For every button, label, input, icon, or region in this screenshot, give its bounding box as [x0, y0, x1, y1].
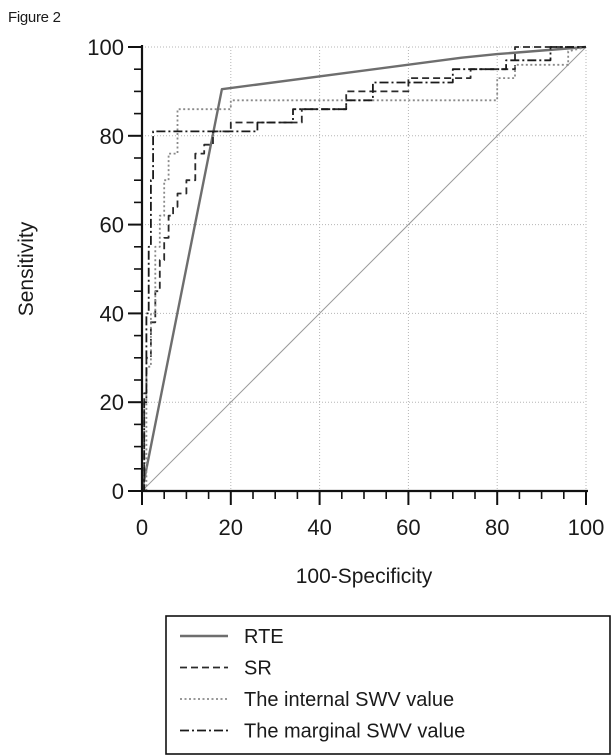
series-line-2 [142, 46, 587, 492]
series-line-3 [142, 46, 586, 492]
series-line-1 [142, 46, 586, 492]
x-tick-label: 80 [485, 515, 509, 540]
x-tick-label: 20 [219, 515, 243, 540]
legend: RTE SR The internal SWV value The marginal … [165, 615, 611, 755]
legend-label: The internal SWV value [244, 689, 454, 711]
legend-label: SR [244, 658, 272, 680]
series-line-0 [140, 45, 587, 492]
legend-label: The marginal SWV value [244, 721, 465, 743]
reference-line [141, 46, 587, 492]
legend-label: RTE [244, 626, 284, 648]
x-tick-label: 100 [568, 515, 605, 540]
legend-box [165, 615, 611, 755]
y-tick-label: 100 [87, 35, 124, 60]
figure-label: Figure 2 [8, 9, 61, 26]
axes: 0 20 40 60 80 100 0 20 40 60 80 100 [87, 35, 604, 540]
x-tick-label: 60 [396, 515, 420, 540]
x-axis-title: 100-Specificity [296, 565, 433, 588]
y-tick-label: 60 [100, 213, 124, 238]
y-tick-label: 20 [100, 390, 124, 415]
y-tick-label: 80 [100, 124, 124, 149]
x-tick-label: 40 [307, 515, 331, 540]
y-tick-label: 40 [100, 301, 124, 326]
reference-diagonal [141, 46, 587, 492]
series-lines [140, 45, 587, 492]
y-axis-title: Sensitivity [15, 221, 38, 316]
y-tick-label: 0 [112, 479, 124, 504]
grid-lines [142, 46, 587, 491]
x-tick-label: 0 [136, 515, 148, 540]
